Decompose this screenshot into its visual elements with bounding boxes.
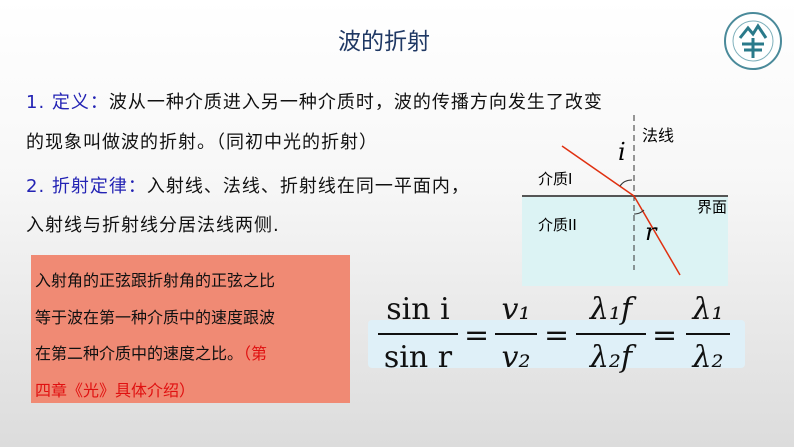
definition-line-1: 1. 定义：波从一种介质进入另一种介质时，波的传播方向发生了改变 [26, 88, 603, 114]
law-line-1: 2. 折射定律：入射线、法线、折射线在同一平面内， [26, 172, 470, 198]
interface-label: 界面 [697, 198, 728, 216]
lambda1-f: λ₁f [589, 292, 633, 327]
v1: v₁ [501, 292, 531, 327]
lambda2: λ₂ [692, 340, 724, 375]
equals: = [544, 318, 570, 353]
lambda1: λ₁ [692, 292, 724, 327]
lambda2-f: λ₂f [589, 340, 633, 375]
v2: v₂ [501, 340, 531, 375]
medium-1-label: 介质I [538, 170, 573, 188]
note-line-4: 四章《光》具体介绍） [35, 381, 196, 400]
law-text: 入射线、法线、折射线在同一平面内， [146, 176, 470, 197]
equals: = [652, 318, 678, 353]
sin-i: sin i [386, 292, 450, 327]
law-line-2: 入射线与折射线分居法线两侧. [26, 215, 280, 236]
refraction-angle-label: r [645, 218, 657, 246]
normal-label: 法线 [642, 126, 675, 145]
medium-2-label: 介质II [538, 216, 577, 234]
sin-r: sin r [383, 340, 453, 375]
law-note-box: 入射角的正弦跟折射角的正弦之比 等于波在第一种介质中的速度跟波 在第二种介质中的… [31, 255, 350, 403]
formula-background [368, 320, 745, 368]
refraction-diagram [522, 115, 728, 286]
definition-text: 波从一种介质进入另一种介质时，波的传播方向发生了改变 [108, 92, 603, 113]
note-line-1: 入射角的正弦跟折射角的正弦之比 [35, 271, 276, 290]
slide-title: 波的折射 [338, 29, 430, 55]
equals: = [464, 318, 490, 353]
note-line-2: 等于波在第一种介质中的速度跟波 [35, 308, 276, 327]
note-text: 在第二种介质中的速度之比。 [35, 344, 244, 363]
definition-line-2: 的现象叫做波的折射。（同初中光的折射） [26, 132, 378, 153]
school-logo-icon [724, 12, 782, 70]
note-line-3: 在第二种介质中的速度之比。（第 [35, 340, 267, 364]
incident-angle-label: i [618, 138, 626, 166]
definition-label: 1. 定义： [26, 92, 109, 113]
note-ref: （第 [243, 344, 268, 363]
law-label: 2. 折射定律： [26, 176, 147, 197]
